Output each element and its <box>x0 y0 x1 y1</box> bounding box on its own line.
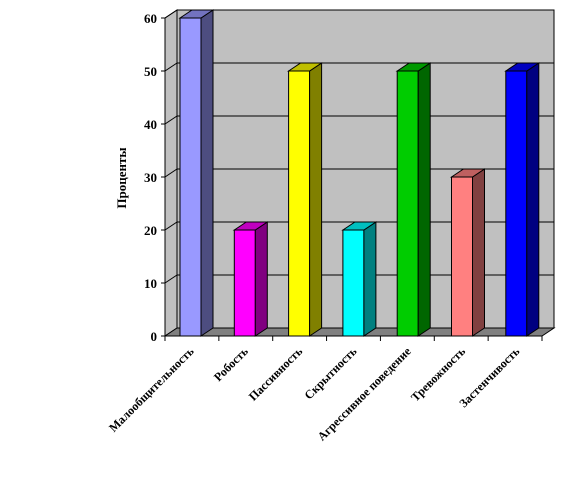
y-tick-label: 0 <box>151 329 158 344</box>
bar <box>178 9 215 337</box>
x-category-label: Тревожность <box>408 344 468 404</box>
bar-top <box>341 221 378 231</box>
y-tick-label: 50 <box>144 64 157 79</box>
bars <box>178 9 541 337</box>
bar-front <box>396 70 419 337</box>
grid-line-side <box>164 168 178 178</box>
bar <box>232 221 269 337</box>
bar-top <box>178 9 215 19</box>
bar <box>341 221 378 337</box>
bar-side <box>417 62 431 337</box>
bar-side <box>472 168 485 337</box>
x-category-label: Пассивность <box>246 344 306 404</box>
bar-front <box>288 70 311 337</box>
bar-front <box>451 176 473 337</box>
x-category-label: Робость <box>211 344 251 384</box>
x-category-labels: Малообщительность РобостьПассивностьСкрыт… <box>106 344 523 444</box>
bar-side <box>200 9 214 337</box>
grid-line-side <box>164 274 178 284</box>
bar-side <box>363 221 377 337</box>
bar-top <box>449 168 487 178</box>
y-tick-label: 60 <box>144 11 157 26</box>
bar-front <box>505 70 528 337</box>
bar-front <box>233 229 256 337</box>
bar-front <box>342 229 365 337</box>
y-tick-label: 10 <box>144 276 157 291</box>
bar-front <box>179 17 202 337</box>
x-category-label: Агрессивное поведение <box>315 344 415 444</box>
x-category-label: Малообщительность <box>106 344 197 435</box>
bar <box>395 62 432 337</box>
bar <box>449 168 487 337</box>
bar-side <box>254 221 268 337</box>
y-tick-label: 20 <box>144 223 157 238</box>
bar-top <box>504 62 541 72</box>
bar-side <box>526 62 540 337</box>
bar-side <box>309 62 323 337</box>
bar <box>504 62 541 337</box>
y-tick-label: 40 <box>144 117 157 132</box>
grid-line-side <box>164 221 178 231</box>
grid-line-side <box>164 9 178 19</box>
bar-top <box>395 62 432 72</box>
grid-line-side <box>164 115 178 125</box>
y-tick-label: 30 <box>144 170 157 185</box>
grid-line-side <box>164 62 178 72</box>
y-axis-title: Проценты <box>114 147 129 208</box>
bar-top <box>286 62 324 72</box>
y-tick-labels: 0 10 20 30 40 50 60 <box>144 11 157 344</box>
bar <box>286 62 324 337</box>
x-category-label: Скрытность <box>302 344 360 402</box>
bar-top <box>232 221 269 231</box>
